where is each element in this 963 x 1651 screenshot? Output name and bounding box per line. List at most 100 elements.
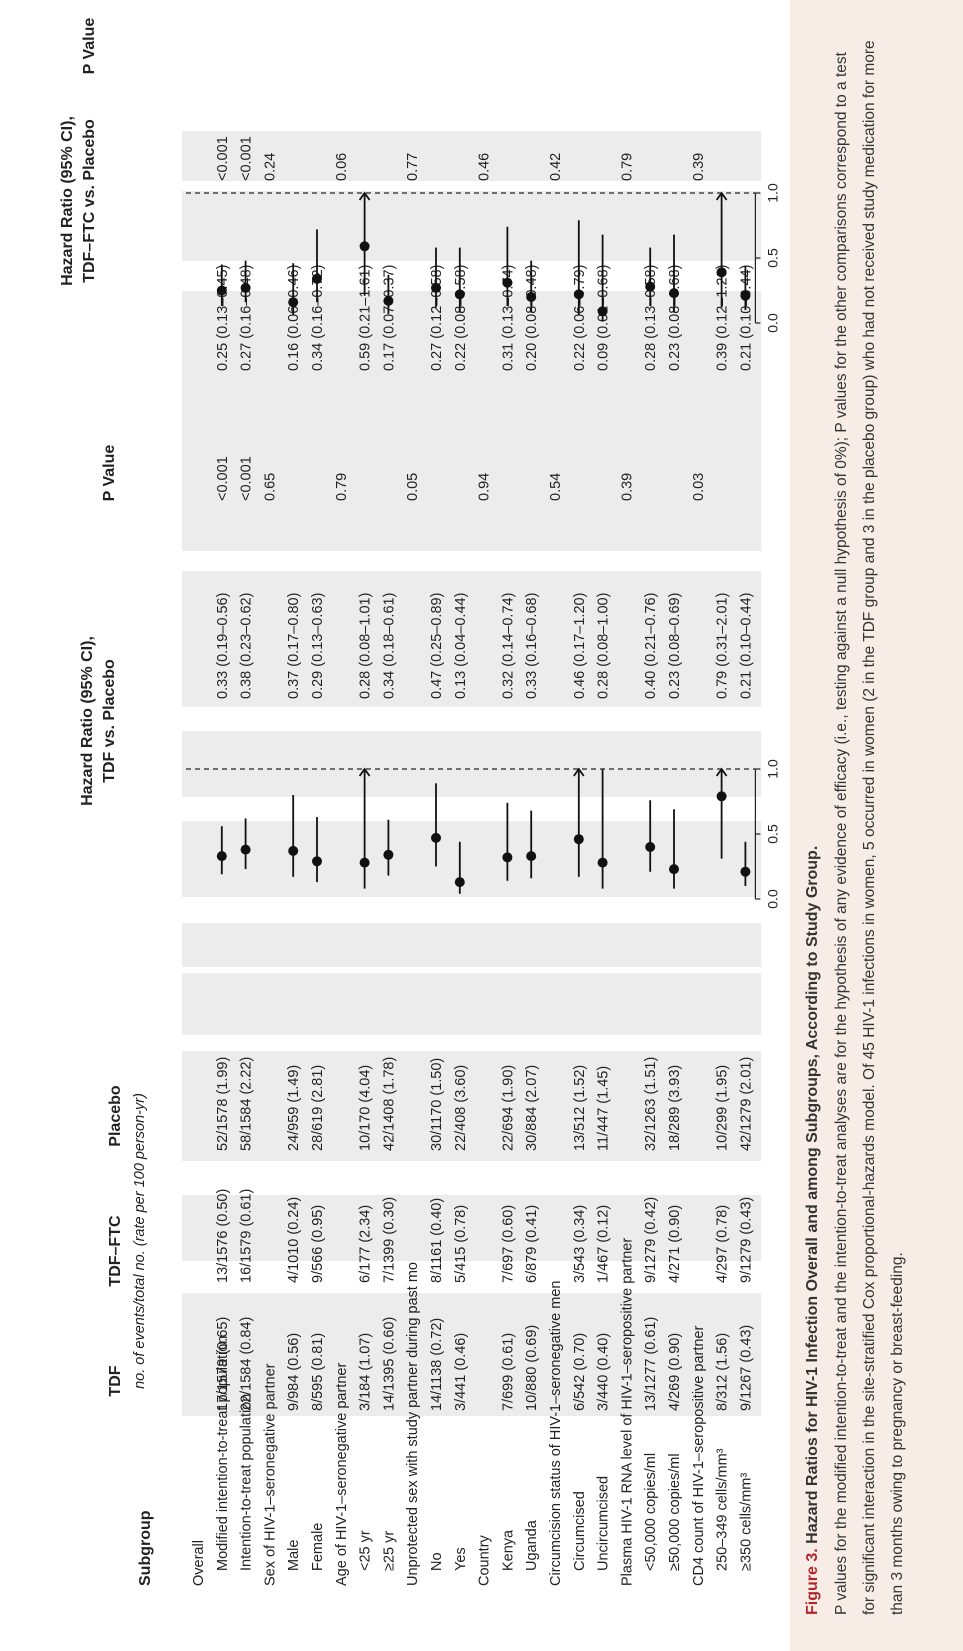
hr2-ci-label: 0.28 (0.13–0.58) [643,265,659,371]
subgroup-label: Modified intention-to-treat population [215,1336,231,1571]
subgroup-label: <25 yr [358,1530,374,1571]
placebo-events: 10/170 (4.04) [358,1065,374,1151]
hr1-point [240,844,251,855]
hr1-point [383,849,394,860]
hr2-point [669,288,679,299]
placebo-events: 42/1408 (1.78) [381,1057,397,1151]
hr2-point [502,277,513,288]
tdf-events: 3/441 (0.46) [453,1333,469,1411]
tdf-ftc-events: 16/1579 (0.61) [239,1189,255,1283]
tdf-events: 3/440 (0.40) [596,1333,612,1411]
hr2-ci-label: 0.39 (0.12–1.26) [715,265,731,371]
tdf-events: 7/699 (0.61) [500,1333,516,1411]
tdf-ftc-events: 13/1576 (0.50) [215,1189,231,1283]
p-value-tdf-ftc: 0.42 [548,153,564,181]
hr2-ci-label: 0.17 (0.07–0.37) [381,265,397,371]
figure-title: Hazard Ratios for HIV-1 Infection Overal… [804,845,821,1544]
tdf-ftc-events: 8/1161 (0.40) [429,1198,445,1283]
placebo-events: 10/299 (1.95) [715,1065,731,1151]
column-shade-2 [182,1051,762,1161]
hr2-ci-label: 0.27 (0.12–0.58) [429,265,445,371]
column-shade-0 [182,1293,762,1416]
tdf-ftc-events: 5/415 (0.78) [453,1205,469,1283]
group-label: Sex of HIV-1–seronegative partner [262,1363,278,1586]
hr1-point [573,834,584,845]
p-value-tdf: 0.79 [334,473,350,501]
header-tdf: TDF [107,1365,124,1396]
group-label: Plasma HIV-1 RNA level of HIV-1–seroposi… [619,1238,635,1586]
hr2-point [716,267,727,278]
hr2-point [383,295,394,306]
figure-label: Figure 3. [804,1548,821,1615]
hr1-ci-label: 0.28 (0.08–1.00) [596,593,612,699]
p-value-tdf: <0.001 [215,456,231,501]
hr1-point [216,851,227,862]
subgroup-label: Circumcised [572,1491,588,1571]
hr1-point [312,856,322,867]
tdf-events: 3/184 (1.07) [358,1333,374,1411]
header-hr2-line1: Hazard Ratio (95% CI), [59,116,76,286]
hr1-ci-label: 0.33 (0.19–0.56) [215,593,231,699]
tdf-events: 9/984 (0.56) [286,1333,302,1411]
hr2-ci-label: 0.09 (0.01–0.68) [596,265,612,371]
hr1-ci-label: 0.28 (0.08–1.01) [358,593,374,699]
tdf-ftc-events: 7/1399 (0.30) [381,1197,397,1283]
header-pval1: P Value [101,445,118,502]
subgroup-label: ≥350 cells/mm³ [738,1473,754,1571]
hr1-ci-label: 0.34 (0.18–0.61) [381,593,397,699]
hr2-ci-label: 0.16 (0.06–0.46) [286,265,302,371]
hr2-ci-label: 0.25 (0.13–0.45) [215,265,231,371]
hr2-ci-label: 0.34 (0.16–0.72) [310,265,326,371]
hr1-point [526,851,537,862]
subgroup-label: Female [310,1523,326,1571]
hr1-point [740,866,751,877]
hr2-point [359,241,370,252]
tdf-events: 14/1138 (0.72) [429,1318,445,1411]
column-shade-10 [182,131,762,181]
group-label: Unprotected sex with study partner durin… [405,1262,421,1586]
hr2-point [645,281,656,292]
subgroup-label: Kenya [500,1529,516,1571]
header-hr1-line1: Hazard Ratio (95% CI), [79,636,96,806]
hr2-point [597,306,608,317]
hr2-point [288,297,299,308]
hr2-ci-label: 0.21 (0.10–0.44) [738,265,754,371]
placebo-events: 13/512 (1.52) [572,1065,588,1151]
placebo-events: 22/408 (3.60) [453,1065,469,1151]
group-label: Circumcision status of HIV-1–seronegativ… [548,1281,564,1586]
hr2-point [312,273,322,284]
tdf-events: 17/1579 (0.65) [215,1317,231,1411]
tdf-events: 4/269 (0.90) [667,1333,683,1411]
group-label: Country [477,1534,493,1586]
subgroup-label: ≥25 yr [381,1531,397,1571]
column-shade-8 [182,291,762,551]
tdf-events: 13/1277 (0.61) [643,1317,659,1411]
hr1-ci-label: 0.32 (0.14–0.74) [500,593,516,699]
hr2-x-tick-label: 1.0 [764,183,780,203]
p-value-tdf: 0.03 [691,473,707,501]
hr2-ci-arrow [358,191,371,201]
p-value-tdf: 0.39 [619,473,635,501]
hr2-point [431,282,441,293]
hr2-point [573,289,584,300]
placebo-events: 30/884 (2.07) [524,1065,540,1151]
hr1-ci-label: 0.21 (0.10–0.44) [738,593,754,699]
column-shade-1 [182,1195,762,1261]
tdf-ftc-events: 9/1279 (0.42) [643,1197,659,1283]
hr2-x-tick-label: 0.5 [764,248,780,268]
hr1-point [645,842,656,852]
placebo-events: 32/1263 (1.51) [643,1057,659,1151]
tdf-events: 8/595 (0.81) [310,1333,326,1411]
placebo-events: 30/1170 (1.50) [429,1058,445,1151]
hr2-ci-label: 0.31 (0.13–0.74) [500,265,516,371]
hr1-ci-label: 0.29 (0.13–0.63) [310,593,326,699]
p-value-tdf-ftc: 0.77 [405,153,421,181]
tdf-ftc-events: 4/1010 (0.24) [286,1197,302,1283]
hr1-point [288,845,299,856]
tdf-events: 10/880 (0.69) [524,1325,540,1411]
tdf-ftc-events: 3/543 (0.34) [572,1205,588,1283]
hr2-ci-label: 0.59 (0.21–1.61) [358,265,374,371]
group-label: CD4 count of HIV-1–seropositive partner [691,1326,707,1586]
tdf-events: 9/1267 (0.43) [738,1325,754,1411]
p-value-tdf-ftc: 0.24 [262,153,278,181]
